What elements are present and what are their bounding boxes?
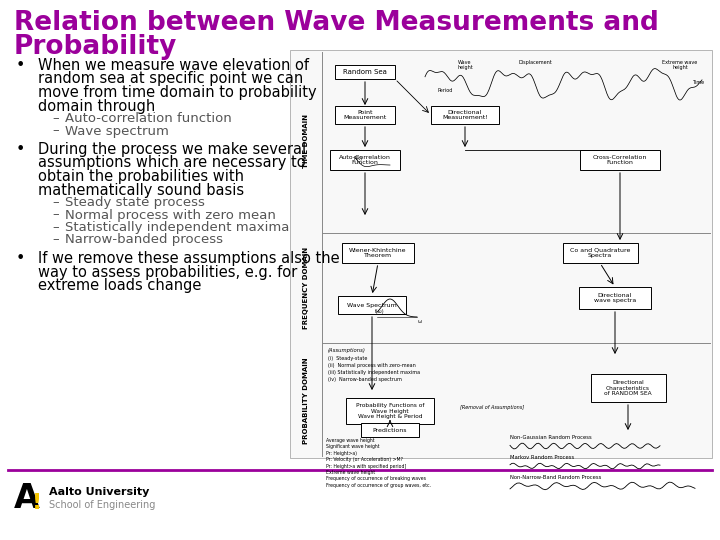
Text: Statistically independent maxima: Statistically independent maxima — [65, 221, 289, 234]
Text: Displacement: Displacement — [518, 60, 552, 65]
Text: extreme loads change: extreme loads change — [38, 278, 202, 293]
Text: •: • — [15, 142, 24, 157]
Text: (iii) Statistically independent maxima: (iii) Statistically independent maxima — [328, 370, 420, 375]
FancyBboxPatch shape — [330, 150, 400, 170]
Text: assumptions which are necessary to: assumptions which are necessary to — [38, 156, 305, 171]
Text: (i)  Steady-state: (i) Steady-state — [328, 356, 367, 361]
Text: Relation between Wave Measurements and: Relation between Wave Measurements and — [14, 10, 659, 36]
FancyBboxPatch shape — [335, 106, 395, 124]
Text: Probability Functions of
Wave Height
Wave Height & Period: Probability Functions of Wave Height Wav… — [356, 403, 424, 419]
Text: ω: ω — [418, 319, 422, 324]
Text: Time: Time — [692, 79, 704, 84]
Text: Auto-Correlation
Function: Auto-Correlation Function — [339, 154, 391, 165]
Text: •: • — [15, 251, 24, 266]
Text: move from time domain to probability: move from time domain to probability — [38, 85, 317, 100]
Text: domain through: domain through — [38, 98, 156, 113]
Text: –: – — [52, 125, 58, 138]
Text: School of Engineering: School of Engineering — [49, 500, 156, 510]
Text: •: • — [15, 58, 24, 73]
FancyBboxPatch shape — [580, 150, 660, 170]
FancyBboxPatch shape — [361, 423, 419, 437]
Text: Period: Period — [437, 88, 453, 93]
Text: PROBABILITY DOMAIN: PROBABILITY DOMAIN — [303, 357, 309, 444]
FancyBboxPatch shape — [431, 106, 499, 124]
Text: (Assumptions): (Assumptions) — [328, 348, 366, 353]
Text: –: – — [52, 233, 58, 246]
Text: Cross-Correlation
Function: Cross-Correlation Function — [593, 154, 647, 165]
Text: Extreme wave
height: Extreme wave height — [662, 60, 698, 70]
Text: [Removal of Assumptions]: [Removal of Assumptions] — [460, 405, 524, 410]
Text: R(t): R(t) — [353, 156, 362, 161]
FancyBboxPatch shape — [562, 243, 637, 263]
Text: –: – — [52, 221, 58, 234]
Text: Aalto University: Aalto University — [49, 487, 149, 497]
Text: Directional
Measurement!: Directional Measurement! — [442, 110, 488, 120]
Text: During the process we make several: During the process we make several — [38, 142, 306, 157]
Text: f(ω): f(ω) — [375, 309, 384, 314]
Text: Co and Quadrature
Spectra: Co and Quadrature Spectra — [570, 248, 630, 259]
Text: When we measure wave elevation of: When we measure wave elevation of — [38, 58, 309, 73]
Text: mathematically sound basis: mathematically sound basis — [38, 183, 244, 198]
Text: Wave spectrum: Wave spectrum — [65, 125, 169, 138]
FancyBboxPatch shape — [335, 65, 395, 79]
Text: Directional
Characteristics
of RANDOM SEA: Directional Characteristics of RANDOM SE… — [604, 380, 652, 396]
Text: Normal process with zero mean: Normal process with zero mean — [65, 208, 276, 221]
Text: Wave
height: Wave height — [457, 60, 473, 70]
Text: Random Sea: Random Sea — [343, 69, 387, 75]
Text: Non-Narrow-Band Random Process: Non-Narrow-Band Random Process — [510, 475, 601, 480]
Text: FREQUENCY DOMAIN: FREQUENCY DOMAIN — [303, 247, 309, 329]
Text: Steady state process: Steady state process — [65, 196, 205, 209]
Text: Point
Measurement: Point Measurement — [343, 110, 387, 120]
Text: (iv)  Narrow-banded spectrum: (iv) Narrow-banded spectrum — [328, 377, 402, 382]
Text: –: – — [52, 196, 58, 209]
Text: Average wave height
Significant wave height
Pr: Height>a)
Pr: Velocity (or Accel: Average wave height Significant wave hei… — [326, 438, 431, 488]
Text: Wave Spectrum: Wave Spectrum — [347, 302, 397, 307]
FancyBboxPatch shape — [342, 243, 414, 263]
Bar — [290, 50, 712, 458]
FancyBboxPatch shape — [338, 296, 406, 314]
FancyBboxPatch shape — [579, 287, 651, 309]
Text: Predictions: Predictions — [373, 428, 408, 433]
Text: random sea at specific point we can: random sea at specific point we can — [38, 71, 303, 86]
Text: Non-Gaussian Random Process: Non-Gaussian Random Process — [510, 435, 592, 440]
Text: A: A — [14, 482, 40, 515]
Text: Directional
wave spectra: Directional wave spectra — [594, 293, 636, 303]
Text: Auto-correlation function: Auto-correlation function — [65, 112, 232, 125]
Text: –: – — [52, 112, 58, 125]
Text: !: ! — [32, 493, 42, 513]
Text: –: – — [52, 208, 58, 221]
Text: If we remove these assumptions also the: If we remove these assumptions also the — [38, 251, 340, 266]
Text: obtain the probabilities with: obtain the probabilities with — [38, 169, 244, 184]
Text: Narrow-banded process: Narrow-banded process — [65, 233, 223, 246]
FancyBboxPatch shape — [590, 374, 665, 402]
Text: TIME DOMAIN: TIME DOMAIN — [303, 114, 309, 168]
Text: Probability: Probability — [14, 34, 177, 60]
Text: Markov Random Process: Markov Random Process — [510, 455, 575, 460]
Text: Wiener-Khintchine
Theorem: Wiener-Khintchine Theorem — [349, 248, 407, 259]
Text: way to assess probabilities, e.g. for: way to assess probabilities, e.g. for — [38, 265, 297, 280]
FancyBboxPatch shape — [346, 398, 434, 424]
Text: (ii)  Normal process with zero-mean: (ii) Normal process with zero-mean — [328, 363, 415, 368]
